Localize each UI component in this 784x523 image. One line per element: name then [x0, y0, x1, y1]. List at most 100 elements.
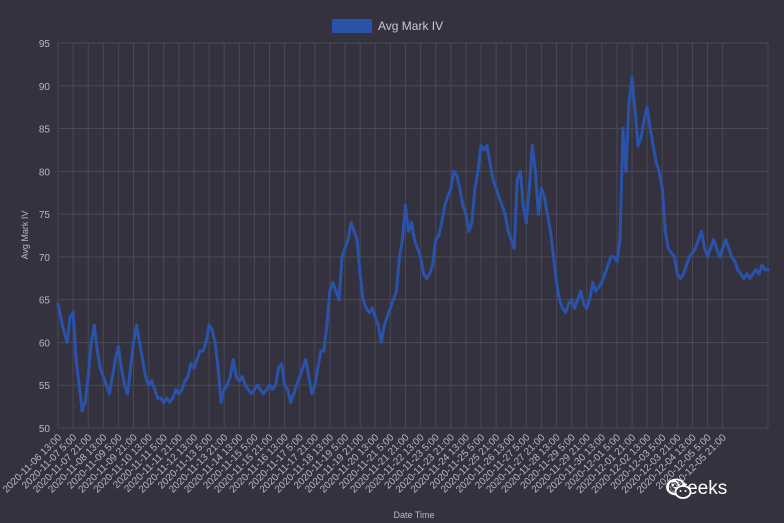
data-point — [162, 400, 166, 404]
data-point — [557, 298, 562, 302]
y-tick-label: 70 — [39, 253, 51, 264]
data-point — [186, 375, 190, 379]
data-point — [660, 186, 664, 190]
data-point — [234, 375, 238, 379]
data-point — [71, 310, 75, 315]
y-tick-label: 85 — [39, 125, 51, 136]
data-point — [672, 255, 676, 259]
data-point — [222, 387, 226, 392]
legend-swatch — [332, 19, 372, 33]
data-point — [482, 148, 486, 152]
data-point — [567, 302, 571, 306]
data-point — [579, 289, 583, 293]
data-point — [554, 281, 559, 285]
series-layer — [56, 75, 770, 413]
data-point — [113, 358, 117, 362]
data-point — [461, 204, 465, 208]
data-point — [183, 379, 187, 383]
data-point — [600, 281, 604, 285]
data-point — [174, 387, 178, 392]
data-point — [277, 366, 281, 370]
data-point — [86, 375, 90, 379]
data-point — [633, 109, 637, 113]
data-point — [690, 251, 695, 255]
data-point — [651, 144, 655, 148]
data-point — [376, 323, 380, 327]
data-point — [440, 221, 444, 225]
data-point — [228, 375, 232, 379]
y-tick-label: 65 — [39, 296, 51, 307]
data-point — [582, 302, 586, 306]
data-point — [527, 186, 531, 190]
data-point — [745, 272, 749, 276]
data-point — [255, 383, 259, 387]
data-point — [615, 259, 619, 263]
data-point — [343, 246, 347, 250]
data-point — [464, 212, 468, 216]
data-point — [307, 375, 311, 379]
data-point — [606, 263, 610, 267]
data-point — [246, 387, 250, 392]
data-point — [213, 340, 217, 344]
data-point — [367, 310, 371, 315]
data-point — [425, 276, 429, 280]
data-point — [521, 204, 525, 208]
data-point — [763, 268, 767, 272]
data-point — [739, 272, 743, 276]
data-point — [443, 204, 447, 208]
data-point — [524, 221, 528, 225]
data-point — [561, 306, 565, 310]
data-point — [144, 375, 148, 379]
data-point — [597, 285, 601, 289]
data-point — [361, 298, 365, 302]
data-point — [192, 366, 196, 370]
data-point — [618, 238, 622, 242]
data-point — [766, 268, 770, 272]
data-point — [627, 101, 631, 105]
data-point — [609, 255, 613, 259]
data-point — [506, 229, 510, 233]
data-point — [180, 387, 184, 392]
data-point — [630, 75, 634, 79]
data-point — [83, 400, 87, 404]
data-point — [699, 229, 704, 233]
data-point — [252, 387, 256, 392]
data-point — [364, 306, 368, 310]
data-point — [270, 387, 275, 392]
data-point — [494, 186, 498, 190]
data-point — [355, 238, 359, 242]
data-point — [295, 383, 299, 387]
data-point — [210, 328, 214, 332]
data-point — [539, 186, 544, 190]
data-point — [267, 383, 272, 387]
data-point — [412, 238, 417, 242]
data-point — [467, 229, 471, 233]
data-point — [373, 315, 377, 319]
data-point — [724, 238, 728, 242]
data-point — [687, 255, 692, 259]
data-point — [636, 144, 640, 148]
data-point — [642, 118, 646, 122]
data-point — [135, 323, 139, 327]
data-point — [80, 409, 84, 413]
data-point — [403, 204, 407, 208]
data-point — [147, 383, 151, 387]
data-point — [110, 375, 114, 379]
data-point — [760, 263, 764, 267]
data-point — [231, 358, 235, 362]
data-point — [128, 366, 133, 370]
data-point — [500, 204, 504, 208]
data-point — [503, 212, 507, 216]
data-point — [304, 358, 308, 362]
y-tick-label: 75 — [39, 210, 51, 221]
data-point — [754, 268, 758, 272]
data-point — [95, 349, 99, 353]
data-point — [310, 392, 314, 396]
data-point — [340, 255, 344, 259]
data-point — [237, 379, 241, 383]
legend[interactable]: Avg Mark IV — [332, 19, 443, 33]
data-point — [431, 263, 435, 267]
data-point — [286, 387, 290, 392]
data-point — [65, 340, 69, 344]
